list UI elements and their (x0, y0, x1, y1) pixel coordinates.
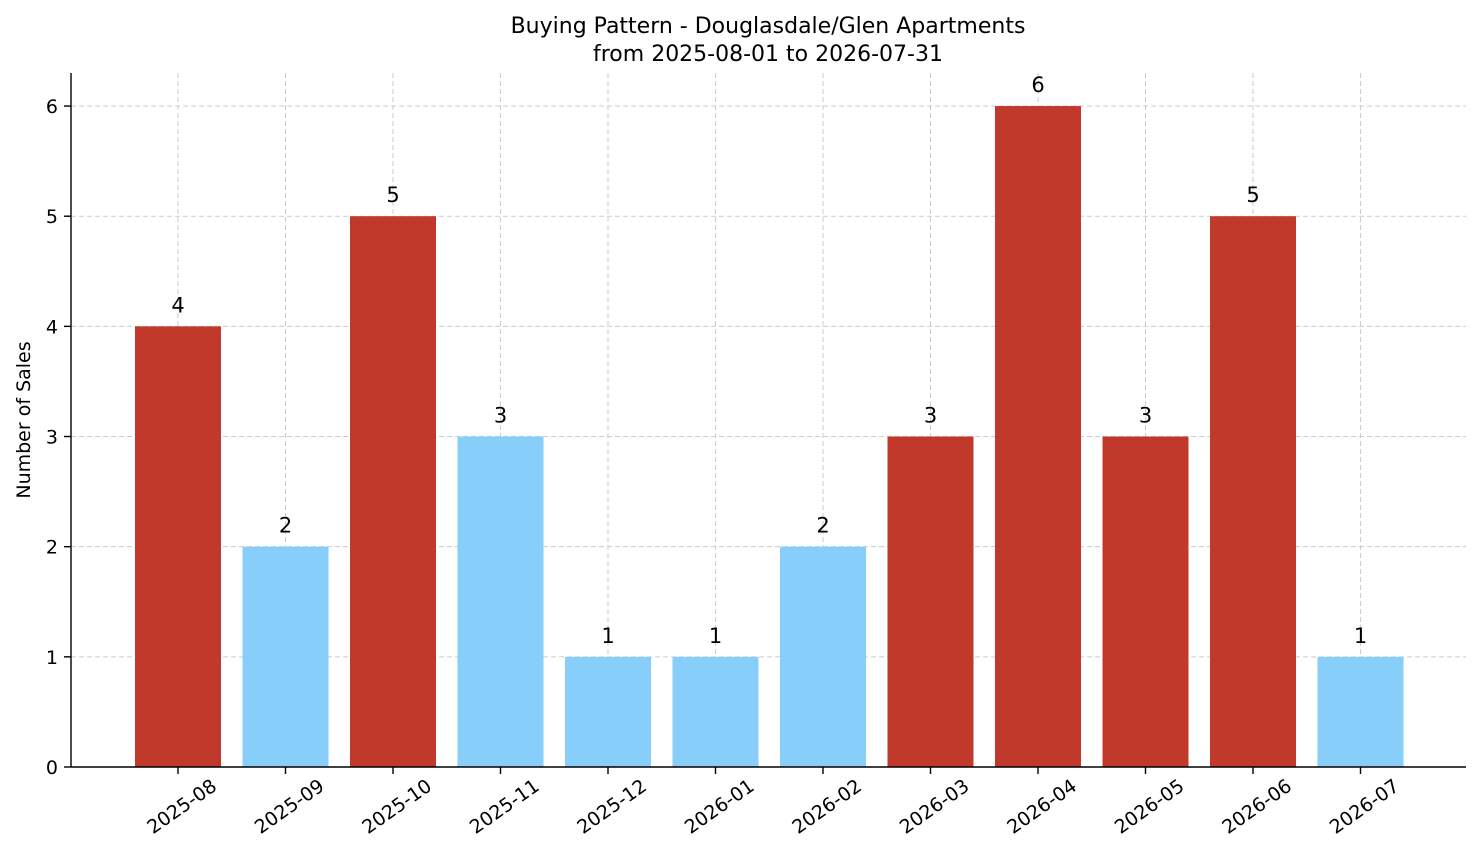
bar (135, 326, 221, 767)
bar (1317, 656, 1404, 767)
bar-value-label: 2 (816, 514, 829, 538)
x-tick-label: 2026-03 (896, 775, 974, 839)
bar (242, 546, 329, 767)
x-tick-label: 2025-12 (573, 775, 651, 839)
bar-value-label: 1 (601, 624, 614, 648)
y-tick-label: 1 (46, 647, 58, 669)
chart-title: Buying Pattern - Douglasdale/Glen Apartm… (511, 14, 1026, 39)
x-tick-label: 2026-01 (681, 775, 759, 839)
bar-value-label: 3 (494, 404, 507, 428)
bars-layer (135, 106, 1404, 768)
bar-value-label: 1 (1354, 624, 1367, 648)
x-tick-label: 2026-02 (788, 775, 866, 839)
bar-value-label: 4 (171, 293, 184, 317)
bar (1210, 216, 1296, 767)
bar (995, 106, 1081, 768)
bar (565, 656, 651, 767)
y-tick-label: 5 (46, 206, 58, 228)
bar (350, 216, 436, 767)
x-tick-label: 2026-04 (1003, 775, 1081, 839)
bar (457, 436, 544, 767)
bar (780, 546, 866, 767)
bar-value-label: 5 (1246, 183, 1259, 207)
y-tick-label: 2 (46, 537, 58, 559)
y-tick-label: 4 (46, 316, 58, 338)
x-tick-label: 2026-07 (1326, 775, 1404, 839)
x-tick-label: 2026-06 (1218, 775, 1296, 839)
x-tick-label: 2025-09 (251, 775, 329, 839)
bar (1102, 436, 1189, 767)
x-tick-label: 2025-10 (358, 775, 436, 839)
y-tick-label: 3 (46, 427, 58, 449)
y-tick-label: 6 (46, 96, 58, 118)
x-tick-label: 2025-08 (143, 775, 221, 839)
bar-value-label: 3 (1139, 404, 1152, 428)
y-tick-label: 0 (46, 757, 58, 779)
bar-labels-layer: 4 2 5 3 1 1 2 3 6 3 5 1 (171, 73, 1367, 648)
x-tick-label: 2025-11 (466, 775, 544, 839)
bar-value-label: 3 (924, 404, 937, 428)
bar-value-label: 1 (709, 624, 722, 648)
bar-value-label: 5 (386, 183, 399, 207)
bar-value-label: 6 (1031, 73, 1044, 97)
y-axis-label: Number of Sales (13, 341, 35, 498)
x-tick-label: 2026-05 (1111, 775, 1189, 839)
bar (887, 436, 974, 767)
bar (672, 656, 759, 767)
chart-subtitle: from 2025-08-01 to 2026-07-31 (593, 42, 943, 67)
bar-value-label: 2 (279, 514, 292, 538)
